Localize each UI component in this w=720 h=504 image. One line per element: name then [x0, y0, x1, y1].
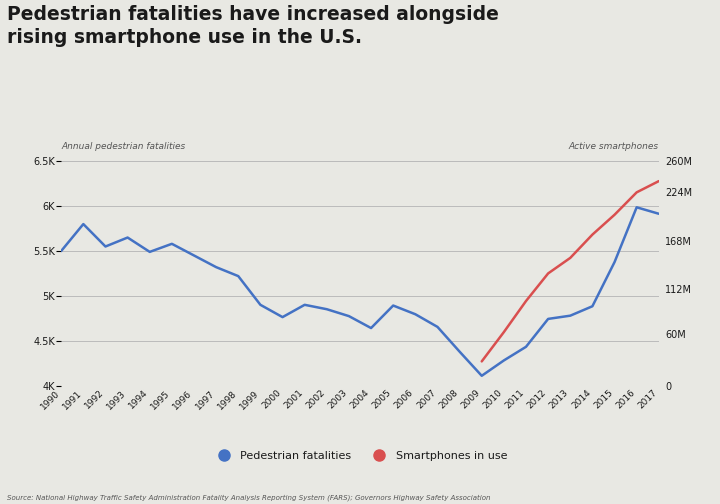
Text: Active smartphones: Active smartphones — [569, 142, 659, 151]
Text: Source: National Highway Traffic Safety Administration Fatality Analysis Reporti: Source: National Highway Traffic Safety … — [7, 495, 491, 501]
Legend: Pedestrian fatalities, Smartphones in use: Pedestrian fatalities, Smartphones in us… — [208, 447, 512, 465]
Text: Annual pedestrian fatalities: Annual pedestrian fatalities — [61, 142, 186, 151]
Text: Pedestrian fatalities have increased alongside
rising smartphone use in the U.S.: Pedestrian fatalities have increased alo… — [7, 5, 499, 47]
